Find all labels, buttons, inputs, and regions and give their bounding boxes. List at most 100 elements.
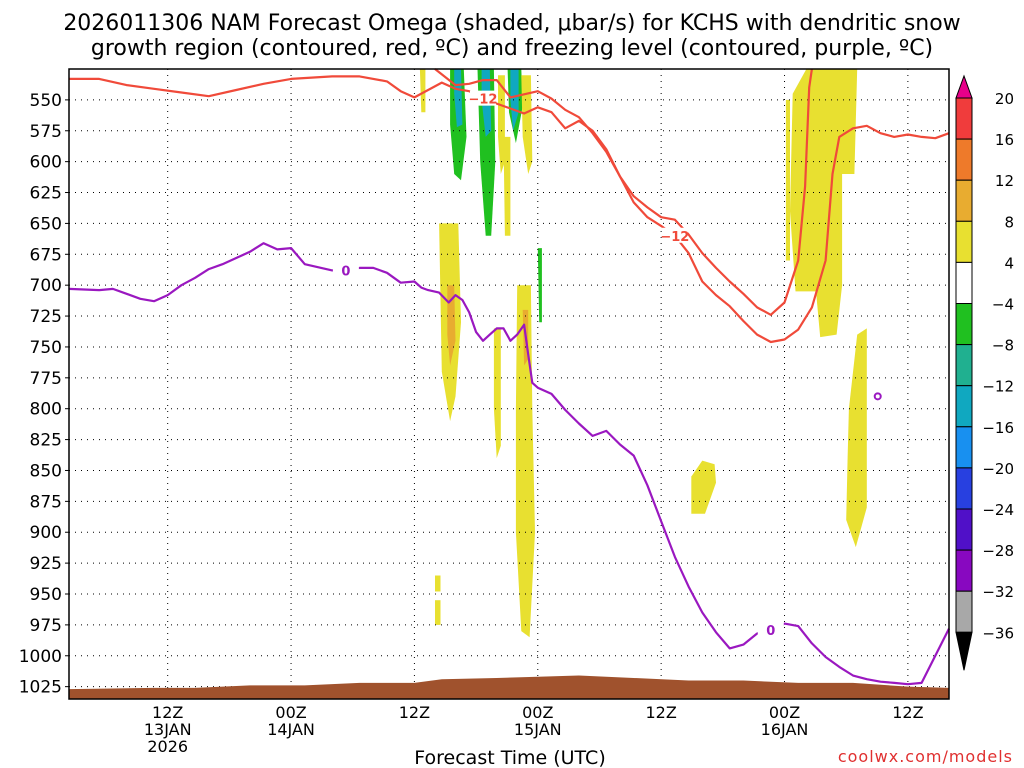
y-tick-label-1000: 1000 <box>19 647 62 667</box>
omega-region-15 <box>521 75 533 174</box>
omega-region-21 <box>846 328 867 548</box>
y-tick-label-625: 625 <box>30 184 62 204</box>
x-tick-label: 00Z <box>769 703 800 722</box>
x-tick-label: 12Z <box>892 703 923 722</box>
colorbar-label-4: 8 <box>1004 213 1014 231</box>
x-tick-label: 13JAN <box>144 720 192 739</box>
y-tick-label-975: 975 <box>30 616 62 636</box>
x-tick-label: 12Z <box>645 703 676 722</box>
plot-frame <box>68 68 950 700</box>
contour-small-ring <box>873 392 882 401</box>
y-tick-label-875: 875 <box>30 492 62 512</box>
colorbar-label-7: −8 <box>992 337 1014 355</box>
x-tick-label: 00Z <box>275 703 306 722</box>
y-tick-label-750: 750 <box>30 338 62 358</box>
colorbar-label-14: −36 <box>982 624 1014 642</box>
omega-region-3 <box>477 69 496 236</box>
x-tick-label: 00Z <box>522 703 553 722</box>
contour-label-zero-right-bg <box>757 621 784 637</box>
colorbar-segment-10 <box>955 467 973 510</box>
y-tick-label-650: 650 <box>30 214 62 234</box>
y-tick-label-700: 700 <box>30 276 62 296</box>
y-tick-label-725: 725 <box>30 307 62 327</box>
omega-region-22 <box>785 99 790 261</box>
x-tick-label: 14JAN <box>267 720 315 739</box>
contour-label-minus12-upper: −12 <box>468 93 497 108</box>
colorbar-segment-3 <box>955 179 973 222</box>
y-tick-label-950: 950 <box>30 585 62 605</box>
y-tick-label-850: 850 <box>30 461 62 481</box>
omega-region-2 <box>454 69 463 128</box>
contour-label-zero-right: 0 <box>766 624 775 639</box>
colorbar-top-arrow <box>955 74 973 99</box>
colorbar-segment-1 <box>955 97 973 140</box>
colorbar-label-8: −12 <box>982 378 1014 396</box>
x-tick-label: 15JAN <box>514 720 562 739</box>
chart-title-line-1: 2026011306 NAM Forecast Omega (shaded, μ… <box>63 11 960 36</box>
omega-region-11 <box>503 136 511 236</box>
colorbar-bottom-arrow <box>955 631 973 671</box>
omega-region-12 <box>493 328 501 459</box>
contour-line-1 <box>69 68 813 316</box>
colorbar-segment-2 <box>955 138 973 181</box>
colorbar-label-13: −32 <box>982 583 1014 601</box>
omega-region-6 <box>510 69 519 131</box>
y-tick-label-775: 775 <box>30 369 62 389</box>
contour-label-minus12-lower: −12 <box>660 230 689 245</box>
colorbar: 20 16 12 8 4 −4 −8 −12 −16 −20 −24 −28 −32 −36 <box>955 74 1014 671</box>
colorbar-segment-9 <box>955 426 973 469</box>
colorbar-label-2: 16 <box>995 131 1014 149</box>
credit-link[interactable]: coolwx.com/models <box>838 747 1013 766</box>
x-axis-label: Forecast Time (UTC) <box>414 747 605 768</box>
omega-region-10 <box>498 75 505 174</box>
x-tick-label: 12Z <box>152 703 183 722</box>
colorbar-segment-7 <box>955 344 973 387</box>
omega-region-7 <box>537 248 542 323</box>
colorbar-label-9: −16 <box>982 419 1014 437</box>
y-tick-label-800: 800 <box>30 400 62 420</box>
colorbar-label-5: 4 <box>1004 254 1014 272</box>
contour-label-minus12-upper-bg <box>469 90 496 106</box>
y-tick-label-550: 550 <box>30 91 62 111</box>
colorbar-label-3: 12 <box>995 172 1014 190</box>
contour-label-minus12-lower-bg <box>661 227 688 243</box>
colorbar-label-10: −20 <box>982 460 1014 478</box>
colorbar-segment-4 <box>955 220 973 263</box>
contour-label-zero-left-bg <box>332 262 359 278</box>
y-tick-label-900: 900 <box>30 523 62 543</box>
y-tick-label-675: 675 <box>30 245 62 265</box>
colorbar-label-1: 20 <box>995 90 1014 108</box>
y-tick-label-925: 925 <box>30 554 62 574</box>
x-tick-label: 2026 <box>147 737 188 756</box>
colorbar-segment-12 <box>955 549 973 592</box>
colorbar-label-12: −28 <box>982 542 1014 560</box>
x-tick-label: 16JAN <box>761 720 809 739</box>
contour-line-2 <box>434 68 950 344</box>
contour-lines: −12 −12 0 0 <box>68 68 950 686</box>
omega-region-17 <box>435 575 441 592</box>
terrain-layer <box>69 675 949 699</box>
y-tick-label-1025: 1025 <box>19 678 62 698</box>
chart-title-line-2: growth region (contoured, red, ºC) and f… <box>91 36 933 61</box>
colorbar-label-6: −4 <box>992 296 1014 314</box>
omega-region-18 <box>435 600 441 625</box>
colorbar-segment-13 <box>955 590 973 633</box>
omega-region-19 <box>691 460 716 514</box>
y-tick-label-825: 825 <box>30 431 62 451</box>
y-tick-label-575: 575 <box>30 122 62 142</box>
colorbar-segment-5 <box>955 261 973 304</box>
omega-region-9 <box>447 285 456 366</box>
contour-label-zero-left: 0 <box>341 264 350 279</box>
colorbar-segment-11 <box>955 508 973 551</box>
omega-region-16 <box>419 69 426 113</box>
colorbar-segment-6 <box>955 303 973 346</box>
colorbar-segment-8 <box>955 385 973 428</box>
x-tick-label: 12Z <box>399 703 430 722</box>
y-axis-tick-labels: 550 575 600 625 650 675 700 725 750 775 800 825 850 8… <box>19 91 69 698</box>
contour-line-3 <box>68 242 950 686</box>
terrain-fill <box>69 675 949 699</box>
y-tick-label-600: 600 <box>30 153 62 173</box>
colorbar-label-11: −24 <box>982 501 1014 519</box>
